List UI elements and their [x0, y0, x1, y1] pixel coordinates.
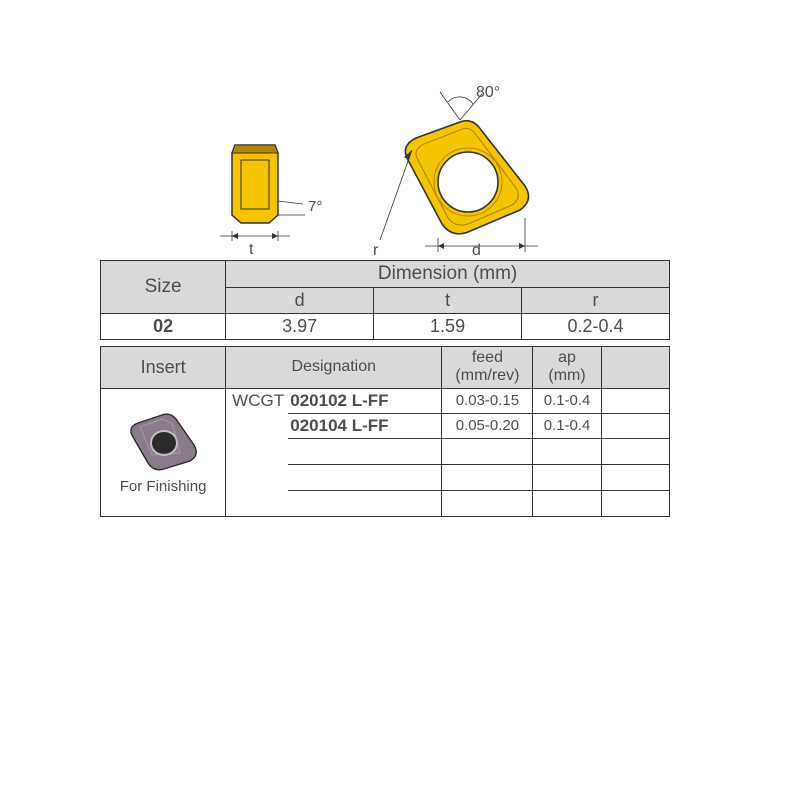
size-value: 02: [101, 314, 226, 340]
row0-spare: [601, 388, 669, 413]
insert-header: Insert: [101, 347, 226, 389]
designation-header: Designation: [226, 347, 442, 389]
t-dim-label: t: [249, 241, 253, 259]
val-d: 3.97: [226, 314, 374, 340]
row1-code: 020104 L-FF: [288, 413, 442, 438]
insert-caption: For Finishing: [101, 478, 225, 495]
feed-header: feed (mm/rev): [442, 347, 533, 389]
insert-thumb-icon: [124, 411, 202, 473]
side-profile-drawing: [205, 125, 315, 245]
angle-80-label: 80°: [476, 84, 500, 102]
r-dim-label: r: [373, 242, 378, 260]
spare-header: [601, 347, 669, 389]
face-view-drawing: [370, 90, 580, 265]
row0-code: 020102 L-FF: [288, 388, 442, 413]
col-t: t: [374, 288, 522, 314]
dimension-table: Size Dimension (mm) d t r 02 3.97 1.59 0…: [100, 260, 670, 340]
col-d: d: [226, 288, 374, 314]
insert-table: Insert Designation feed (mm/rev) ap (mm)…: [100, 346, 670, 517]
d-dim-label: d: [472, 242, 481, 260]
row1-feed: 0.05-0.20: [442, 413, 533, 438]
row1-spare: [601, 413, 669, 438]
row1-ap: 0.1-0.4: [533, 413, 601, 438]
technical-drawing: 7° t 80° r d: [100, 90, 670, 260]
col-r: r: [522, 288, 670, 314]
row0-feed: 0.03-0.15: [442, 388, 533, 413]
val-r: 0.2-0.4: [522, 314, 670, 340]
angle-7-label: 7°: [308, 198, 322, 215]
insert-thumb-cell: For Finishing: [101, 388, 226, 516]
ap-header: ap (mm): [533, 347, 601, 389]
size-header: Size: [101, 261, 226, 314]
row0-ap: 0.1-0.4: [533, 388, 601, 413]
val-t: 1.59: [374, 314, 522, 340]
designation-prefix: WCGT: [226, 388, 289, 413]
prefix-spacer: [226, 413, 289, 438]
